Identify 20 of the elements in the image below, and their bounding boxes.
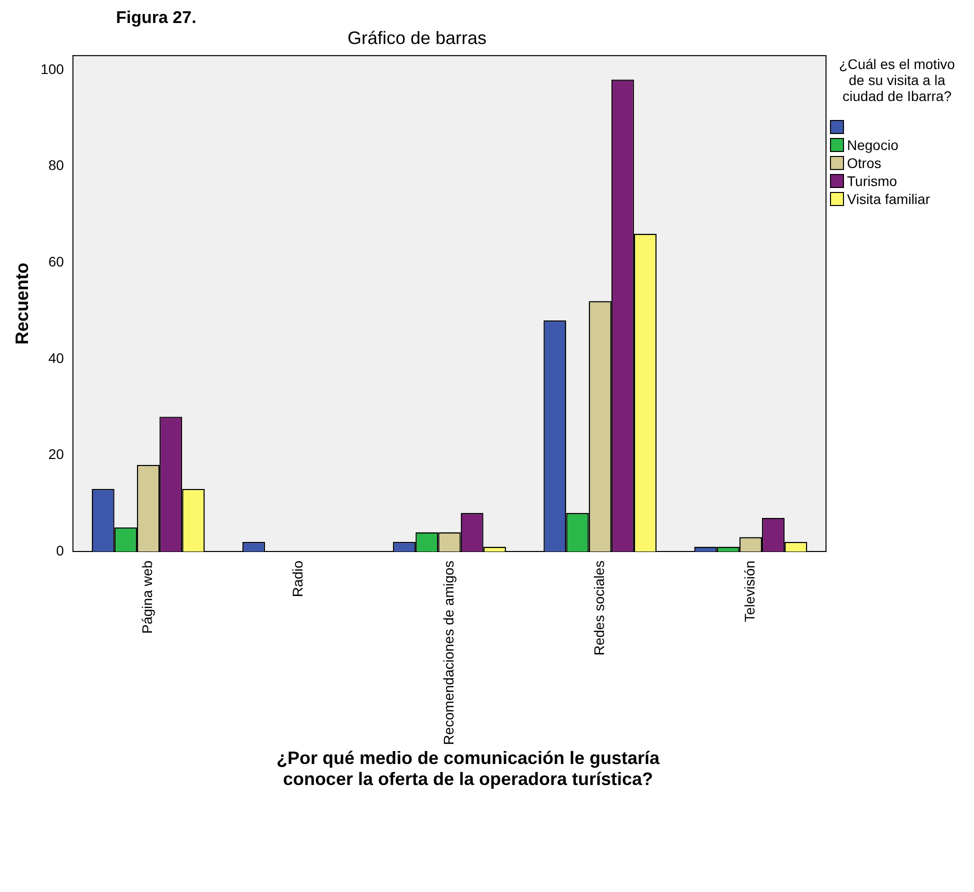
x-tick-label: Radio <box>290 560 306 598</box>
y-axis-title: Recuento <box>12 262 32 345</box>
legend-label: Otros <box>847 155 882 171</box>
y-tick-label: 80 <box>48 157 64 174</box>
y-tick-label: 100 <box>40 60 64 77</box>
y-tick-label: 0 <box>56 542 64 558</box>
x-axis-title: ¿Por qué medio de comunicación le gustaría conocer la oferta de la operadora turística? <box>275 748 661 790</box>
y-tick-label: 60 <box>48 254 64 270</box>
y-tick-label: 20 <box>48 446 64 462</box>
x-tick-label: Redes sociales <box>590 560 607 656</box>
text: Figura 27. <box>116 8 198 28</box>
y-tick-label: 40 <box>48 350 64 366</box>
x-tick-label: Página web <box>139 560 156 634</box>
legend-label: Negocio <box>847 137 898 153</box>
chart-title: Gráfico de barras <box>347 28 487 48</box>
x-tick-label: Recomendaciones de amigos <box>440 560 456 746</box>
x-tick-label: Televisión <box>742 560 758 622</box>
legend-label: Visita familiar <box>847 191 930 207</box>
legend-title: ¿Cuál es el motivo de su visita a la ciudad de Ibarra? <box>838 56 956 104</box>
legend-label: Turismo <box>847 173 898 189</box>
